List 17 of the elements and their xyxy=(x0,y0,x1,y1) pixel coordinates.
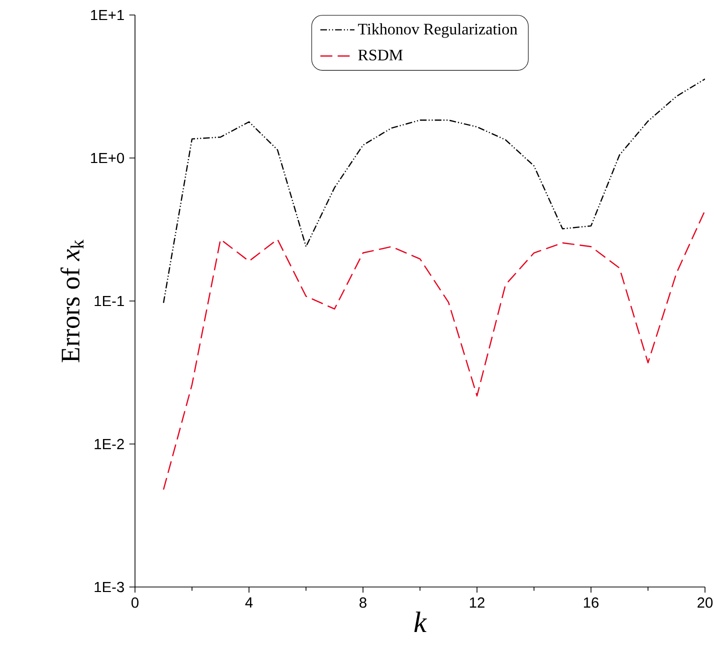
line-series xyxy=(162,78,706,304)
y-tick-label: 1E+1 xyxy=(91,10,124,20)
y-tick-label: 1E+0 xyxy=(91,152,124,164)
legend-label: Tikhonov Regularization xyxy=(358,23,518,38)
x-tick-label: 4 xyxy=(245,597,253,608)
legend-label: RSDM xyxy=(358,50,403,60)
x-axis-title: k xyxy=(414,612,427,632)
x-tick-label: 0 xyxy=(131,597,138,608)
x-tick-label: 12 xyxy=(470,597,484,608)
line-series xyxy=(162,210,706,490)
y-tick-label: 1E-1 xyxy=(94,296,124,306)
x-tick-label: 16 xyxy=(584,597,599,608)
y-tick-label: 1E-2 xyxy=(94,438,124,450)
x-tick-label: 8 xyxy=(360,597,366,608)
y-axis-title: Errors of x$_{k}$ xyxy=(60,240,84,362)
y-tick-label: 1E-3 xyxy=(94,582,124,592)
x-tick-label: 20 xyxy=(698,597,713,608)
